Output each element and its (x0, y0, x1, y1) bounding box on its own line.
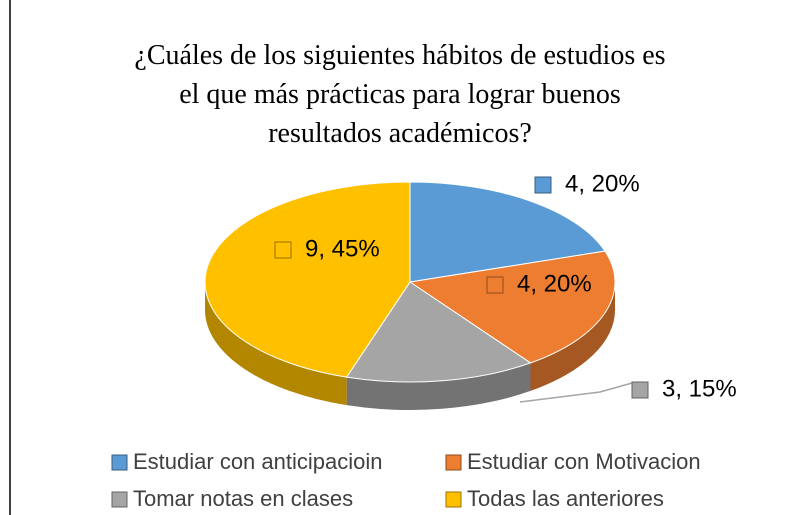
slice (409, 181, 606, 283)
legend-label: Tomar notas en clases (133, 486, 353, 511)
legend-label: Estudiar con anticipacioin (133, 449, 382, 474)
data-label: 4, 20% (565, 170, 640, 197)
chart-title: el que más prácticas para lograr buenos (179, 79, 621, 110)
legend-marker (445, 491, 462, 508)
slice-side (346, 362, 531, 410)
label-marker (274, 241, 292, 259)
label-marker (534, 176, 552, 194)
slice-side (530, 282, 615, 391)
legend-marker (445, 454, 462, 471)
slice-side (205, 282, 347, 406)
legend-label: Todas las anteriores (467, 486, 664, 511)
label-marker (631, 381, 649, 399)
chart-title: resultados académicos? (268, 118, 532, 149)
legend-marker (111, 491, 128, 508)
label-marker (486, 276, 504, 294)
data-label: 4, 20% (517, 270, 592, 297)
slice (204, 181, 411, 378)
leader-line (519, 382, 633, 403)
chart-title: ¿Cuáles de los siguientes hábitos de est… (134, 40, 665, 71)
slice (345, 281, 532, 383)
legend-label: Estudiar con Motivacion (467, 449, 701, 474)
data-label: 9, 45% (305, 235, 380, 262)
slice (408, 250, 616, 364)
data-label: 3, 15% (662, 375, 737, 402)
legend-marker (111, 454, 128, 471)
